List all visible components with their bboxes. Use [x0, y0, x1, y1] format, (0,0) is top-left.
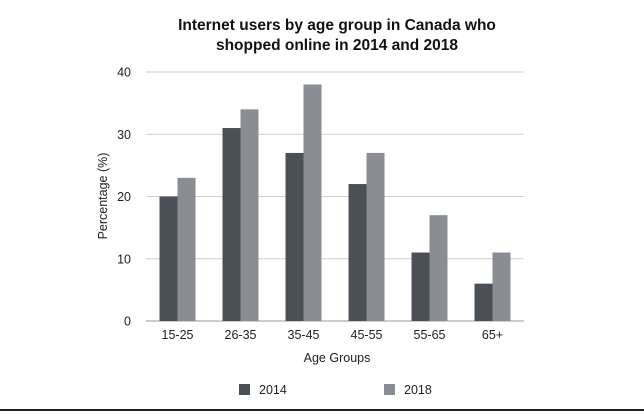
y-tick-label: 40 [117, 66, 131, 80]
bar-2018-15-25 [177, 177, 196, 321]
legend-label-2014: 2014 [259, 383, 287, 397]
bar-2014-55-65 [411, 252, 430, 321]
bar-2018-55-65 [429, 215, 448, 321]
x-axis-ticks: 15-25 26-35 35-45 45-55 55-65 65+ [162, 328, 504, 342]
chart-title-line-2: shopped online in 2014 and 2018 [216, 37, 458, 54]
y-tick-label: 30 [117, 128, 131, 142]
bar-2018-45-55 [366, 152, 385, 321]
bar-2014-26-35 [222, 128, 241, 321]
y-tick-label: 20 [117, 190, 131, 204]
x-tick-label: 35-45 [288, 328, 320, 342]
y-tick-label: 0 [124, 315, 131, 329]
x-tick-label: 55-65 [414, 328, 446, 342]
chart-title-line-1: Internet users by age group in Canada wh… [178, 17, 496, 34]
bars [159, 84, 511, 321]
gridlines [146, 71, 524, 322]
y-axis-label: Percentage (%) [96, 153, 110, 240]
legend: 2014 2018 [239, 383, 432, 397]
x-tick-label: 45-55 [351, 328, 383, 342]
x-tick-label: 65+ [482, 328, 503, 342]
chart-title: Internet users by age group in Canada wh… [178, 17, 496, 54]
legend-swatch-2018 [384, 384, 395, 395]
x-tick-label: 26-35 [225, 328, 257, 342]
legend-swatch-2014 [239, 384, 250, 395]
bar-2014-35-45 [285, 152, 304, 321]
bar-2018-35-45 [303, 84, 322, 321]
legend-label-2018: 2018 [404, 383, 432, 397]
bar-2014-15-25 [159, 196, 178, 321]
bar-2018-65+ [492, 252, 511, 321]
bar-2018-26-35 [240, 109, 259, 321]
y-axis-ticks: 0 10 20 30 40 [117, 66, 131, 329]
bar-2014-65+ [474, 283, 493, 321]
y-tick-label: 10 [117, 252, 131, 266]
x-axis-label: Age Groups [304, 351, 371, 365]
bottom-divider [0, 409, 644, 411]
x-tick-label: 15-25 [162, 328, 194, 342]
bar-2014-45-55 [348, 184, 367, 321]
